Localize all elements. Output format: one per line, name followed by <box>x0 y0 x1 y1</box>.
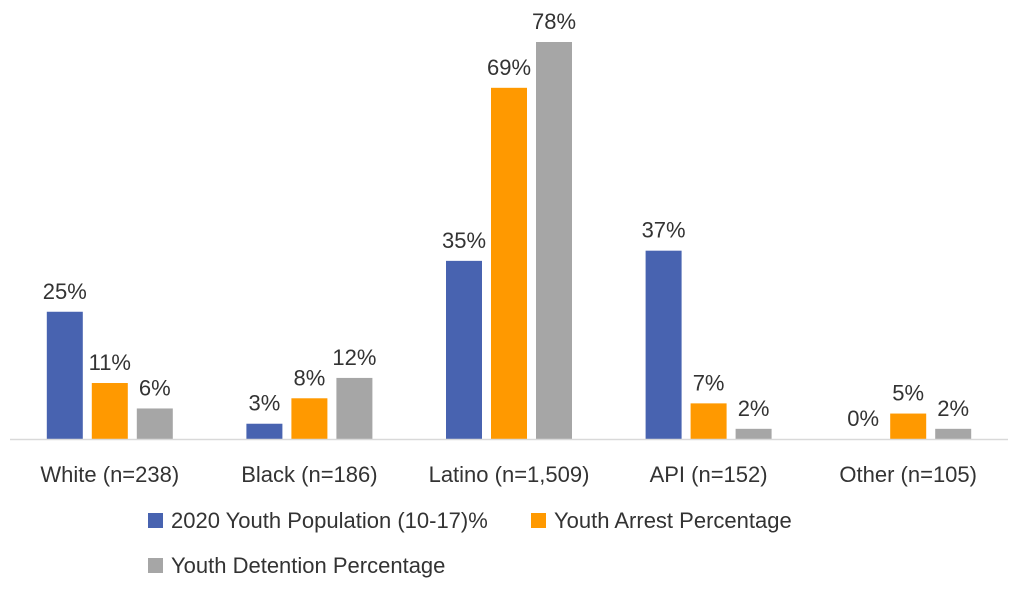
bar-latino-n-1-509-2020-youth-population-10-17 <box>446 260 482 439</box>
x-tick-label: Other (n=105) <box>839 462 977 487</box>
legend-swatch <box>531 513 546 528</box>
data-labels-group: 25% 11% 6% 3% 8%12% 35% 69%78% 37% 7% 2% 0% 5% 2% <box>43 9 969 431</box>
bar-black-n-186-2020-youth-population-10-17 <box>246 423 283 439</box>
legend-label: Youth Detention Percentage <box>171 553 445 578</box>
bars-group <box>46 42 972 440</box>
legend-label: 2020 Youth Population (10-17)% <box>171 508 488 533</box>
bar-black-n-186-youth-arrest-percentage <box>291 398 328 439</box>
data-label: 8% <box>294 365 326 390</box>
legend-item-youth-arrest-percentage: Youth Arrest Percentage <box>531 508 792 533</box>
x-tick-label: API (n=152) <box>650 462 768 487</box>
x-tick-label: Black (n=186) <box>241 462 377 487</box>
legend-item-2020-youth-population-10-17: 2020 Youth Population (10-17)% <box>148 508 488 533</box>
bar-white-n-238-2020-youth-population-10-17 <box>46 311 83 439</box>
legend: 2020 Youth Population (10-17)% Youth Arre… <box>148 508 792 578</box>
bar-api-n-152-youth-arrest-percentage <box>690 403 727 439</box>
legend-swatch <box>148 558 163 573</box>
bar-white-n-238-youth-detention-percentage <box>136 408 173 439</box>
data-label: 35% <box>442 228 486 253</box>
data-label: 37% <box>642 218 686 243</box>
bar-api-n-152-youth-detention-percentage <box>735 428 772 439</box>
bar-latino-n-1-509-youth-arrest-percentage <box>491 87 527 440</box>
legend-label: Youth Arrest Percentage <box>554 508 792 533</box>
bar-other-n-105-youth-detention-percentage <box>935 428 972 439</box>
data-label: 3% <box>249 391 281 416</box>
legend-item-youth-detention-percentage: Youth Detention Percentage <box>148 553 445 578</box>
data-label: 0% <box>847 406 879 431</box>
bar-black-n-186-youth-detention-percentage <box>336 377 373 439</box>
bar-latino-n-1-509-youth-detention-percentage <box>536 42 572 439</box>
data-label: 25% <box>43 279 87 304</box>
data-label: 2% <box>738 396 770 421</box>
data-label: 11% <box>89 350 131 375</box>
bar-api-n-152-2020-youth-population-10-17 <box>645 250 682 439</box>
data-label: 6% <box>139 375 171 400</box>
x-tick-label: White (n=238) <box>40 462 179 487</box>
data-label: 12% <box>332 345 376 370</box>
legend-swatch <box>148 513 163 528</box>
data-label: 7% <box>693 370 725 395</box>
x-tick-labels-group: White (n=238) Black (n=186) Latino (n=1,50… <box>40 462 977 487</box>
bar-white-n-238-youth-arrest-percentage <box>91 383 128 439</box>
bar-other-n-105-youth-arrest-percentage <box>890 413 927 439</box>
data-label: 2% <box>937 396 969 421</box>
data-label: 69% <box>487 55 531 80</box>
data-label: 78% <box>532 9 576 34</box>
x-tick-label: Latino (n=1,509) <box>429 462 590 487</box>
data-label: 5% <box>892 381 924 406</box>
